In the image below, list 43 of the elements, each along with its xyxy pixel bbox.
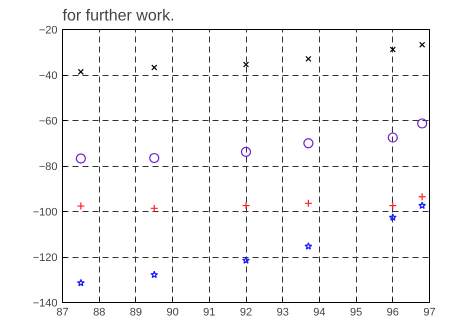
point [388, 213, 397, 221]
y-tick-label: −80 [38, 161, 58, 173]
point [242, 61, 250, 68]
y-tick-label: −40 [38, 70, 58, 82]
x-tick-label: 90 [166, 306, 179, 318]
text: for further work. [62, 8, 175, 24]
point [149, 152, 160, 164]
point [390, 46, 396, 53]
y-tick-label: −100 [32, 206, 58, 218]
point [419, 42, 426, 48]
point [304, 242, 312, 250]
point [150, 270, 158, 278]
point [303, 138, 314, 148]
x-tick-label: 94 [313, 306, 326, 318]
point [76, 202, 85, 210]
point [240, 146, 252, 157]
y-tick-label: −120 [32, 252, 58, 264]
point [304, 199, 312, 208]
point [388, 132, 398, 143]
point [76, 153, 86, 164]
y-tick-label: −140 [32, 298, 58, 310]
point [418, 201, 426, 210]
point [242, 256, 250, 264]
x-tick-label: 97 [423, 306, 436, 318]
x-tick-label: 91 [203, 306, 216, 318]
point [242, 201, 250, 210]
x-tick-label: 95 [350, 306, 362, 318]
point [305, 56, 312, 62]
point [150, 204, 158, 212]
point [78, 68, 84, 75]
x-tick-label: 87 [56, 306, 69, 318]
x-tick-label: 88 [93, 306, 106, 318]
x-tick-label: 89 [130, 306, 142, 318]
y-tick-label: −60 [38, 116, 58, 128]
point [76, 278, 85, 286]
point [417, 118, 428, 129]
x-tick-label: 92 [240, 306, 252, 318]
point [388, 201, 397, 210]
point [151, 64, 158, 71]
y-tick-label: −20 [38, 24, 58, 36]
point [418, 192, 426, 201]
x-tick-label: 93 [276, 306, 289, 318]
x-tick-label: 96 [386, 306, 399, 318]
